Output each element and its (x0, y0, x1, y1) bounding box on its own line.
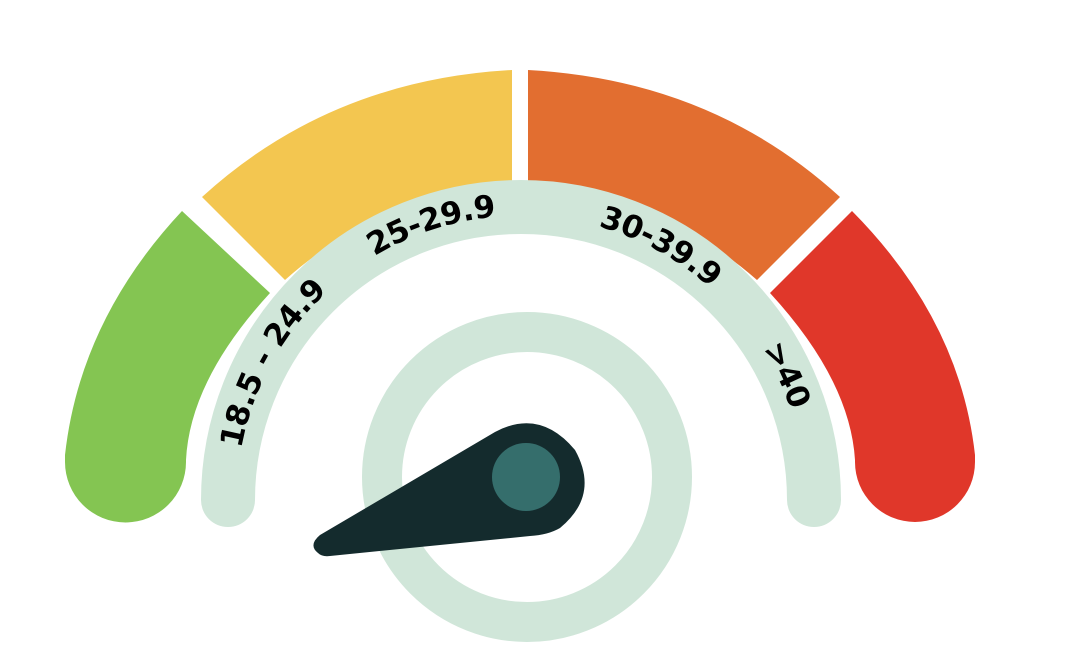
gauge-segments (65, 70, 975, 523)
segment-obese-orange (528, 70, 840, 280)
segment-severe-red (770, 211, 975, 522)
segment-overweight-yellow (202, 70, 512, 280)
needle-hub-center (492, 443, 560, 511)
needle-hub-ring (362, 312, 692, 642)
segment-underweight-green (65, 211, 270, 523)
inner-label-band (201, 180, 841, 527)
